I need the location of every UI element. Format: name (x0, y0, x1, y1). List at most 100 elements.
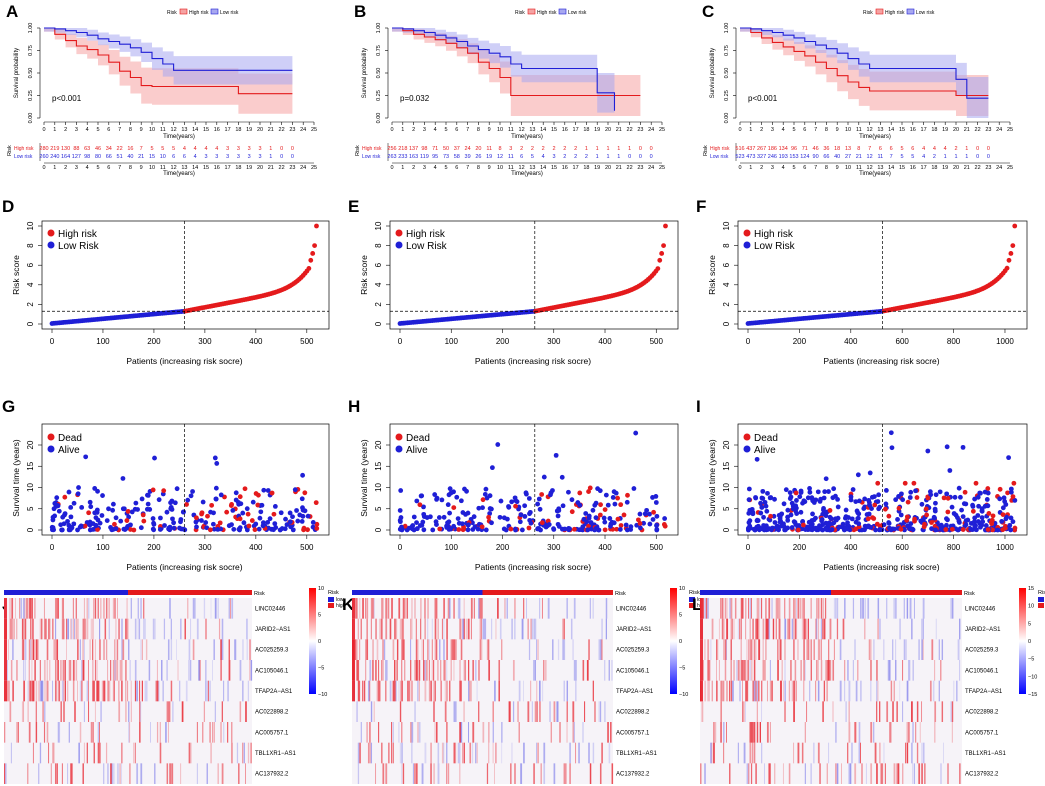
alive-point (215, 526, 221, 532)
alive-point (1010, 519, 1016, 525)
risk-x-tick-label: 7 (466, 165, 469, 171)
heat-cell (729, 763, 731, 784)
dead-point (925, 495, 931, 501)
heat-cell (385, 680, 387, 702)
heat-cell (82, 618, 85, 640)
alive-point (856, 521, 862, 527)
risk-table-label: Risk (355, 145, 361, 156)
heat-cell (228, 660, 231, 681)
heat-cell (434, 722, 436, 743)
heat-cell (724, 598, 727, 619)
alive-point (774, 524, 779, 530)
risk-count: 90 (813, 154, 819, 160)
alive-point (151, 527, 157, 533)
y-tick-label: 4 (374, 282, 383, 287)
alive-point (1006, 455, 1011, 461)
gene-label: AC105046.1 (255, 668, 289, 674)
alive-point (567, 526, 572, 532)
heat-cell (227, 680, 229, 702)
heat-cell (608, 660, 610, 681)
alive-point (944, 516, 949, 522)
x-tick-label: 300 (198, 337, 212, 346)
risk-table-label: Risk (703, 145, 709, 156)
heat-cell (588, 639, 590, 660)
x-tick-label: 17 (225, 127, 231, 133)
scale-tick-label: 5 (318, 613, 321, 619)
dead-point (128, 527, 133, 532)
heat-cell (905, 742, 907, 764)
risk-point (310, 251, 316, 256)
y-tick-label: 8 (374, 243, 383, 248)
alive-point (759, 505, 765, 510)
heat-cell (415, 639, 417, 660)
heat-cell (916, 701, 919, 722)
heat-cell (37, 639, 39, 660)
heat-cell (536, 742, 537, 764)
heat-cell (75, 618, 77, 640)
heat-cell (43, 660, 46, 681)
heat-cell (218, 618, 221, 640)
heat-cell (563, 639, 566, 660)
alive-point (612, 501, 618, 507)
heat-cell (205, 680, 207, 702)
heat-cell (749, 598, 751, 619)
heat-cell (61, 618, 63, 640)
alive-point (272, 521, 278, 527)
alive-point (504, 516, 510, 522)
heat-cell (828, 639, 830, 660)
heat-cell (775, 618, 777, 640)
heat-cell (481, 639, 483, 660)
heat-cell (104, 680, 106, 702)
dead-point (255, 502, 261, 508)
x-tick-label: 23 (985, 127, 991, 133)
heat-cell (21, 639, 24, 660)
gene-label: JARID2−AS1 (616, 627, 652, 633)
heat-cell (444, 701, 447, 722)
heat-cell (880, 763, 883, 784)
heat-cell (35, 639, 38, 660)
risk-count: 3 (237, 154, 240, 160)
alive-point (979, 506, 985, 512)
risk-count: 96 (791, 146, 797, 152)
heat-cell (367, 742, 370, 764)
heat-cell (534, 618, 537, 640)
x-tick-label: 400 (598, 337, 612, 346)
x-tick-label: 24 (300, 127, 306, 133)
heat-cell (833, 639, 835, 660)
heat-cell (209, 722, 211, 743)
alive-point (213, 485, 219, 491)
heat-cell (723, 639, 725, 660)
heat-cell (375, 618, 377, 640)
gene-label: AC022898.2 (965, 710, 999, 716)
risk-count: 119 (420, 154, 429, 160)
heat-cell (533, 763, 535, 784)
risk-x-tick-label: 21 (616, 165, 622, 171)
heat-cell (527, 618, 529, 640)
heat-cell (190, 618, 192, 640)
heat-cell (940, 763, 942, 784)
heat-cell (118, 680, 120, 702)
alive-point (158, 515, 163, 521)
risk-x-tick-label: 15 (551, 165, 557, 171)
alive-point (535, 526, 541, 531)
heat-cell (82, 660, 85, 681)
alive-point (876, 492, 882, 498)
heat-cell (430, 680, 433, 702)
heat-cell (385, 618, 388, 640)
heat-cell (769, 763, 771, 784)
heat-cell (163, 618, 166, 640)
heat-cell (188, 742, 191, 764)
alive-point (421, 504, 426, 510)
y-tick-label: 0.25 (724, 90, 730, 101)
heat-cell (114, 660, 116, 681)
risk-count: 5 (900, 146, 903, 152)
risk-count: 3 (237, 146, 240, 152)
risk-point (1012, 223, 1018, 229)
heat-cell (39, 618, 41, 640)
alive-point (789, 525, 795, 530)
heat-cell (903, 639, 905, 660)
heat-cell (249, 660, 251, 681)
dead-point (125, 508, 131, 514)
alive-point (519, 527, 525, 533)
alive-point (580, 524, 586, 530)
